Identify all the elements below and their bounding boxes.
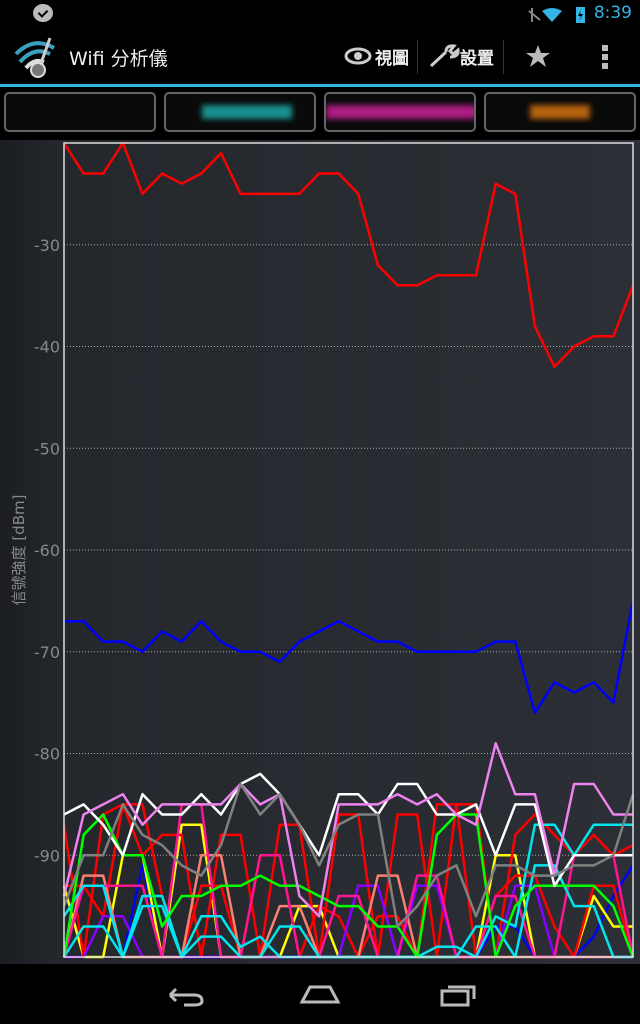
plot-frame <box>63 142 634 958</box>
series-line <box>64 600 635 715</box>
series-line <box>64 803 635 959</box>
settings-label: 設置 <box>460 48 494 69</box>
legend-item[interactable] <box>4 92 156 132</box>
divider <box>503 40 504 74</box>
star-icon[interactable] <box>525 44 551 68</box>
y-axis-label: 信號強度 [dBm] <box>10 495 28 606</box>
signal-strength-chart: 信號強度 [dBm] -30 -40 -50 -60 -70 -80 -90 <box>10 141 635 959</box>
y-tick-label: -70 <box>34 643 60 662</box>
divider <box>417 40 418 74</box>
y-tick-label: -60 <box>34 541 60 560</box>
navigation-bar <box>0 964 640 1024</box>
status-bar: 8:39 <box>0 0 640 28</box>
legend-item[interactable] <box>324 92 476 132</box>
legend-item[interactable] <box>164 92 316 132</box>
y-tick-label: -50 <box>34 439 60 458</box>
clock: 8:39 <box>593 3 632 23</box>
y-tick-label: -40 <box>34 338 60 357</box>
battery-charging-icon <box>576 7 585 23</box>
mute-icon <box>528 8 541 22</box>
eye-icon <box>344 47 372 65</box>
y-tick-label: -30 <box>34 236 60 255</box>
recent-apps-icon[interactable] <box>428 975 488 1015</box>
action-bar-underline <box>0 84 640 87</box>
home-icon[interactable] <box>290 975 350 1015</box>
view-label: 視圖 <box>375 48 409 69</box>
view-button[interactable]: 視圖 <box>344 38 409 74</box>
wifi-icon <box>542 8 562 22</box>
y-tick-label: -80 <box>34 745 60 764</box>
series-line <box>62 742 633 918</box>
series-line <box>63 772 633 888</box>
notification-icon <box>33 4 53 22</box>
app-title: Wifi 分析儀 <box>69 48 168 70</box>
series-line <box>62 813 635 959</box>
legend-item[interactable] <box>484 92 636 132</box>
back-icon[interactable] <box>154 975 214 1015</box>
series-line <box>62 782 635 928</box>
settings-button[interactable]: 設置 <box>428 38 494 74</box>
wrench-icon <box>429 44 460 68</box>
app-logo-icon[interactable] <box>10 32 62 80</box>
series-line <box>62 141 635 369</box>
overflow-menu-icon[interactable] <box>600 44 610 70</box>
status-icons <box>528 7 585 23</box>
y-tick-label: -90 <box>34 846 60 865</box>
